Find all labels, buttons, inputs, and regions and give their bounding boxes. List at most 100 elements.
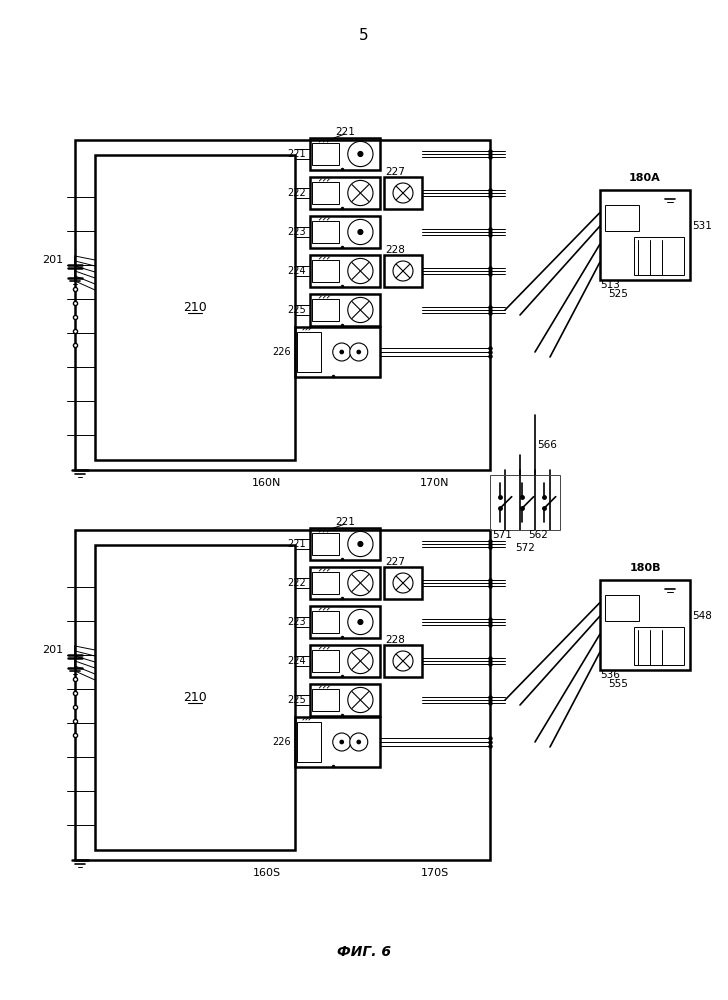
- Circle shape: [358, 619, 363, 625]
- Bar: [312, 299, 339, 321]
- Circle shape: [358, 151, 363, 157]
- Circle shape: [348, 648, 373, 674]
- Bar: [310, 528, 380, 560]
- Circle shape: [348, 180, 373, 206]
- Text: 221: 221: [288, 539, 306, 549]
- Bar: [295, 327, 380, 377]
- Bar: [95, 155, 295, 460]
- Bar: [95, 545, 295, 850]
- Text: 531: 531: [692, 221, 712, 231]
- Text: 210: 210: [183, 301, 207, 314]
- Circle shape: [349, 343, 368, 361]
- Text: 225: 225: [288, 695, 306, 705]
- Bar: [310, 567, 380, 599]
- Text: 210: 210: [183, 691, 207, 704]
- Text: 548: 548: [692, 611, 712, 621]
- Bar: [312, 533, 339, 555]
- Circle shape: [348, 297, 373, 323]
- Bar: [384, 177, 422, 209]
- Circle shape: [340, 350, 344, 354]
- Text: 513: 513: [600, 280, 620, 290]
- Bar: [312, 260, 339, 282]
- Text: 223: 223: [288, 227, 306, 237]
- Text: 226: 226: [272, 737, 291, 747]
- Circle shape: [393, 573, 413, 593]
- Bar: [312, 650, 339, 672]
- Bar: [490, 475, 560, 530]
- Bar: [312, 182, 339, 204]
- Circle shape: [357, 740, 360, 744]
- Circle shape: [393, 183, 413, 203]
- Bar: [310, 216, 380, 248]
- Bar: [310, 606, 380, 638]
- Bar: [75, 140, 490, 470]
- Circle shape: [333, 343, 351, 361]
- Text: 566: 566: [537, 440, 557, 450]
- Bar: [312, 572, 339, 594]
- Bar: [384, 645, 422, 677]
- Text: 226: 226: [272, 347, 291, 357]
- Bar: [634, 237, 684, 275]
- Bar: [605, 595, 639, 620]
- Circle shape: [348, 219, 373, 245]
- Text: 227: 227: [385, 557, 405, 567]
- Bar: [384, 255, 422, 287]
- Circle shape: [348, 609, 373, 635]
- Bar: [312, 143, 339, 165]
- Text: 222: 222: [288, 578, 306, 588]
- Circle shape: [393, 261, 413, 281]
- Bar: [297, 722, 321, 762]
- Circle shape: [393, 651, 413, 671]
- Circle shape: [349, 733, 368, 751]
- Text: 170S: 170S: [421, 868, 449, 878]
- Circle shape: [340, 740, 344, 744]
- Bar: [600, 190, 690, 280]
- Bar: [312, 689, 339, 711]
- Text: 227: 227: [385, 167, 405, 177]
- Text: 180B: 180B: [629, 563, 661, 573]
- Bar: [312, 221, 339, 243]
- Circle shape: [348, 687, 373, 713]
- Text: 228: 228: [385, 635, 405, 645]
- Text: 225: 225: [288, 305, 306, 315]
- Bar: [297, 332, 321, 372]
- Bar: [75, 530, 490, 860]
- Text: 224: 224: [288, 656, 306, 666]
- Circle shape: [348, 141, 373, 167]
- Bar: [600, 580, 690, 670]
- Bar: [634, 627, 684, 665]
- Text: 180A: 180A: [629, 173, 661, 183]
- Bar: [605, 205, 639, 231]
- Text: ФИГ. 6: ФИГ. 6: [337, 945, 391, 959]
- Text: 536: 536: [600, 670, 620, 680]
- Circle shape: [357, 350, 360, 354]
- Bar: [312, 611, 339, 633]
- Text: 221: 221: [335, 127, 355, 137]
- Text: 223: 223: [288, 617, 306, 627]
- Text: 201: 201: [42, 645, 63, 655]
- Text: 160S: 160S: [253, 868, 281, 878]
- Text: 221: 221: [335, 517, 355, 527]
- Text: 5: 5: [359, 27, 369, 42]
- Bar: [310, 645, 380, 677]
- Circle shape: [348, 531, 373, 557]
- Text: 572: 572: [515, 543, 535, 553]
- Circle shape: [333, 733, 351, 751]
- Text: 555: 555: [608, 679, 628, 689]
- Circle shape: [358, 541, 363, 547]
- Bar: [295, 717, 380, 767]
- Circle shape: [358, 229, 363, 235]
- Bar: [310, 138, 380, 170]
- Text: 222: 222: [288, 188, 306, 198]
- Bar: [384, 567, 422, 599]
- Text: 562: 562: [529, 530, 548, 540]
- Text: 201: 201: [42, 255, 63, 265]
- Circle shape: [348, 570, 373, 596]
- Text: 224: 224: [288, 266, 306, 276]
- Text: 221: 221: [288, 149, 306, 159]
- Bar: [310, 255, 380, 287]
- Circle shape: [348, 258, 373, 284]
- Text: 525: 525: [608, 289, 628, 299]
- Text: 228: 228: [385, 245, 405, 255]
- Bar: [310, 177, 380, 209]
